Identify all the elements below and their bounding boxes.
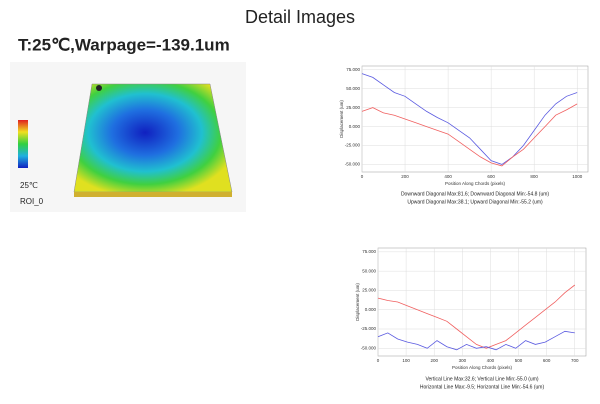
y-tick-label: -50.000	[345, 162, 361, 167]
y-tick-label: 75.000	[346, 67, 360, 72]
x-tick-label: 200	[430, 358, 438, 363]
data-line	[361, 103, 578, 167]
roi-label: ROI_0	[20, 197, 44, 206]
x-tick-label: 700	[571, 358, 579, 363]
x-tick-label: 600	[487, 174, 495, 179]
y-tick-label: 0.000	[349, 124, 361, 129]
warpage-surface	[73, 83, 233, 193]
x-tick-label: 600	[543, 358, 551, 363]
temperature-label: 25℃	[20, 181, 38, 190]
caption: Horizontal Line Max:-9.5; Horizontal Lin…	[420, 384, 545, 390]
y-tick-label: 75.000	[362, 249, 376, 254]
y-tick-label: -25.000	[361, 326, 377, 331]
caption: Upward Diagonal Max:38.1; Upward Diagona…	[407, 199, 543, 205]
x-tick-label: 1000	[572, 174, 583, 179]
surface-edge	[74, 192, 232, 197]
x-tick-label: 0	[377, 358, 380, 363]
y-tick-label: 0.000	[365, 307, 377, 312]
caption: Downward Diagonal Max:81.6; Downward Dia…	[401, 191, 549, 197]
y-tick-label: 25.000	[346, 105, 360, 110]
x-tick-label: 200	[401, 174, 409, 179]
subtitle: T:25℃,Warpage=-139.1um	[18, 35, 230, 54]
x-axis-label: Position Along Chords (pixels)	[445, 181, 506, 186]
data-line	[377, 284, 576, 349]
y-axis-label: Displacement (um)	[355, 283, 360, 321]
marker	[96, 85, 102, 91]
x-tick-label: 800	[530, 174, 538, 179]
x-axis-label: Position Along Chords (pixels)	[452, 365, 513, 370]
caption: Vertical Line Max:32.6; Vertical Line Mi…	[425, 376, 538, 382]
data-line	[377, 330, 575, 351]
x-tick-label: 500	[515, 358, 523, 363]
x-tick-label: 0	[361, 174, 364, 179]
plot-area	[377, 247, 587, 357]
color-bar	[18, 120, 28, 168]
x-tick-label: 300	[459, 358, 467, 363]
x-tick-label: 400	[487, 358, 495, 363]
x-tick-label: 400	[444, 174, 452, 179]
y-tick-label: 50.000	[346, 86, 360, 91]
y-tick-label: 50.000	[362, 268, 376, 273]
x-tick-label: 100	[402, 358, 410, 363]
y-tick-label: -25.000	[345, 143, 361, 148]
plot-area	[361, 65, 589, 173]
title: Detail Images	[245, 7, 355, 27]
y-tick-label: 25.000	[362, 288, 376, 293]
data-line	[361, 73, 578, 165]
warpage-image: 25℃ ROI_0	[10, 62, 246, 212]
y-tick-label: -50.000	[361, 345, 377, 350]
y-axis-label: Displacement (um)	[339, 100, 344, 138]
